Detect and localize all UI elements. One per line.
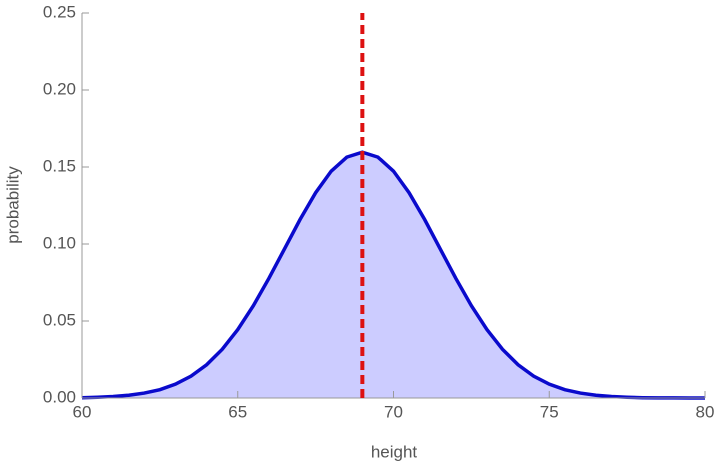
y-tick-label: 0.15 (43, 156, 76, 175)
area-fill (82, 152, 705, 398)
y-axis-label: probability (3, 166, 22, 244)
x-tick-label: 80 (696, 402, 715, 421)
y-tick-label: 0.05 (43, 310, 76, 329)
x-tick-label: 75 (540, 402, 559, 421)
x-axis-label: height (371, 442, 418, 461)
y-tick-label: 0.10 (43, 233, 76, 252)
x-tick-label: 65 (228, 402, 247, 421)
y-tick-label: 0.20 (43, 79, 76, 98)
x-tick-label: 70 (384, 402, 403, 421)
y-tick-label: 0.00 (43, 387, 76, 406)
x-tick-label: 60 (73, 402, 92, 421)
y-tick-label: 0.25 (43, 2, 76, 21)
curve-line (81, 150, 705, 400)
